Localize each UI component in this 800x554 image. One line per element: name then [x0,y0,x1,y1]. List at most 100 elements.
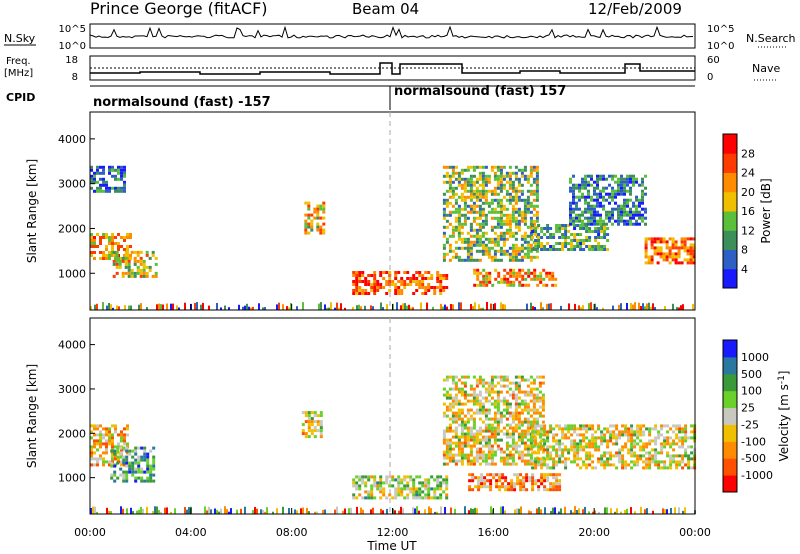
range-cell [469,252,473,256]
range-cell [668,252,672,256]
range-cell [621,433,625,437]
range-cell [454,252,458,256]
ground-scatter-cell [102,302,104,310]
range-cell [448,210,452,214]
range-cell [617,186,620,190]
range-cell [502,222,506,226]
range-cell [606,457,610,461]
range-cell [481,210,485,214]
range-cell [409,475,413,479]
range-cell [572,201,575,205]
range-cell [543,433,547,437]
range-cell [532,402,536,406]
range-cell [534,463,538,467]
range-cell [478,207,482,211]
range-cell [549,427,553,431]
range-cell [505,402,509,406]
ground-scatter-cell [478,304,480,310]
range-cell [656,252,660,256]
range-cell [99,433,102,437]
range-cell [514,219,518,223]
range-cell [433,493,437,497]
range-cell [110,473,114,477]
range-cell [442,411,446,415]
range-cell [463,453,467,457]
range-cell [123,436,126,440]
range-cell [535,399,539,403]
range-cell [478,402,482,406]
range-cell [457,216,461,220]
range-cell [448,429,452,433]
range-cell [481,396,485,400]
range-cell [511,186,515,190]
range-cell [445,429,449,433]
ground-scatter-cell [584,506,586,514]
range-cell [588,236,592,239]
range-cell [124,250,128,254]
ground-scatter-cell [580,307,582,310]
range-cell [322,210,326,214]
range-cell [590,207,593,211]
range-cell [451,189,455,193]
range-cell [506,283,510,287]
range-cell [468,479,472,483]
range-cell [137,461,141,465]
range-cell [555,248,559,251]
range-cell [388,271,392,274]
ground-scatter-cell [672,303,674,310]
range-cell [120,439,123,443]
ground-scatter-cell [162,304,164,310]
range-cell [93,245,96,248]
range-cell [603,454,607,458]
range-cell [576,427,580,431]
range-cell [93,177,96,181]
range-cell [517,189,521,193]
range-cell [552,436,556,440]
range-cell [620,213,623,217]
range-cell [555,242,559,245]
ground-scatter-cell [94,304,96,310]
range-cell [352,496,356,500]
range-cell [618,448,622,452]
range-cell [152,467,156,471]
range-cell [541,420,545,424]
range-cell [505,408,509,412]
range-cell [508,252,512,256]
range-cell [442,481,446,485]
range-cell [526,447,530,451]
range-cell [96,165,99,169]
range-cell [555,439,559,443]
range-cell [102,254,105,257]
range-cell [367,475,371,479]
range-cell [575,183,578,187]
ground-scatter-cell [364,305,366,310]
range-cell [666,454,670,458]
range-cell [442,490,446,494]
range-cell [602,174,605,178]
range-cell [520,246,524,250]
freq-trace [90,62,695,75]
ground-scatter-cell [138,304,140,310]
range-cell [463,396,467,400]
range-cell [538,435,542,439]
nsky-label: N.Sky [4,32,36,45]
range-cell [514,444,518,448]
range-cell [569,201,572,205]
range-cell [412,280,416,283]
range-cell [599,189,602,193]
range-cell [466,165,470,169]
range-cell [535,420,539,424]
range-cell [520,459,524,463]
colorbar-tick-label: 16 [741,205,755,218]
range-cell [579,227,583,230]
range-cell [529,399,533,403]
range-cell [479,280,483,284]
range-cell [424,286,428,289]
range-cell [632,216,635,220]
range-cell [526,198,530,202]
range-cell [497,280,501,284]
range-cell [511,396,515,400]
range-cell [618,451,622,455]
range-cell [537,245,541,248]
range-cell [600,230,604,233]
